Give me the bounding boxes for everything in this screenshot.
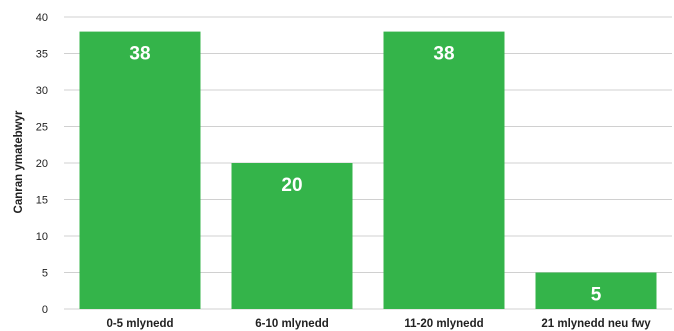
x-category-label: 21 mlynedd neu fwy [541,318,651,330]
x-axis-categories: 0-5 mlynedd 6-10 mlynedd 11-20 mlynedd 21 m… [106,318,651,330]
bar [231,163,353,309]
y-tick-label: 5 [42,268,48,280]
y-tick-label: 40 [36,12,48,24]
bar-value-label: 20 [281,175,302,196]
bar-value-label: 5 [591,285,602,306]
bar [383,31,505,309]
bar [535,272,657,309]
y-tick-label: 25 [36,122,48,134]
x-category-label: 11-20 mlynedd [404,318,483,330]
x-category-label: 6-10 mlynedd [255,318,329,330]
x-category-label: 0-5 mlynedd [106,318,173,330]
y-tick-label: 20 [36,158,48,170]
y-axis-label: Canran ymatebwyr [13,110,25,213]
bar-value-label: 38 [433,44,454,65]
bar-value-label: 38 [129,44,150,65]
bars [79,31,657,309]
y-axis-ticks: 0 5 10 15 20 25 30 35 40 [36,12,48,316]
bar [79,31,201,309]
y-tick-label: 10 [36,231,48,243]
y-tick-label: 30 [36,85,48,97]
y-tick-label: 35 [36,49,48,61]
bar-value-labels: 38 20 38 5 [129,44,601,306]
y-tick-label: 0 [42,304,48,316]
y-tick-label: 15 [36,195,48,207]
